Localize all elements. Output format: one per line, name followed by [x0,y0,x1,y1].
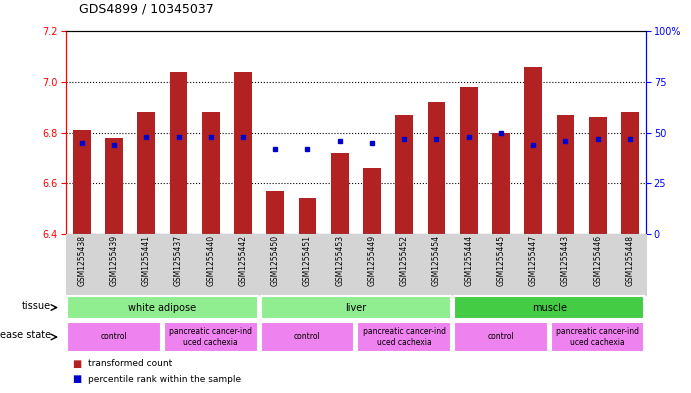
Text: transformed count: transformed count [88,359,172,368]
Bar [234,72,252,234]
Bar [261,296,451,319]
Bar [357,322,451,352]
Text: GSM1255437: GSM1255437 [174,235,183,286]
Text: GSM1255453: GSM1255453 [335,235,344,286]
Text: GSM1255443: GSM1255443 [561,235,570,286]
Text: ■: ■ [73,374,82,384]
Bar [395,115,413,234]
Text: GSM1255445: GSM1255445 [496,235,506,286]
Bar [164,322,258,352]
Text: GSM1255448: GSM1255448 [625,235,634,286]
Text: pancreatic cancer-ind
uced cachexia: pancreatic cancer-ind uced cachexia [363,327,446,347]
Bar [105,138,123,234]
Text: GDS4899 / 10345037: GDS4899 / 10345037 [79,3,214,16]
Text: GSM1255442: GSM1255442 [238,235,247,286]
Bar [460,87,477,234]
Bar [589,118,607,234]
Text: GSM1255449: GSM1255449 [368,235,377,286]
Text: control: control [294,332,321,342]
Text: liver: liver [346,303,366,312]
Text: GSM1255451: GSM1255451 [303,235,312,286]
Text: GSM1255447: GSM1255447 [529,235,538,286]
Text: control: control [101,332,127,342]
Text: tissue: tissue [22,301,51,311]
Text: GSM1255439: GSM1255439 [109,235,119,286]
Text: GSM1255440: GSM1255440 [206,235,216,286]
Text: GSM1255438: GSM1255438 [77,235,86,286]
Text: disease state: disease state [0,331,51,340]
Bar [621,112,638,234]
Bar [551,322,645,352]
Text: percentile rank within the sample: percentile rank within the sample [88,375,241,384]
Bar [524,67,542,234]
Text: control: control [488,332,514,342]
Text: ■: ■ [73,358,82,369]
Bar [331,153,348,234]
Bar [556,115,574,234]
Bar [138,112,155,234]
Text: GSM1255452: GSM1255452 [399,235,409,286]
Bar [73,130,91,234]
Bar [428,102,445,234]
Text: GSM1255444: GSM1255444 [464,235,473,286]
Text: GSM1255454: GSM1255454 [432,235,441,286]
Text: muscle: muscle [532,303,567,312]
Bar [169,72,187,234]
Bar [202,112,220,234]
Bar [454,296,645,319]
Text: GSM1255441: GSM1255441 [142,235,151,286]
Bar [454,322,548,352]
Bar [363,168,381,234]
Bar [67,296,258,319]
Bar [261,322,354,352]
Bar [266,191,284,234]
Bar [299,198,316,234]
Text: white adipose: white adipose [129,303,196,312]
Text: GSM1255450: GSM1255450 [271,235,280,286]
Bar [67,322,161,352]
Text: GSM1255446: GSM1255446 [593,235,603,286]
Text: pancreatic cancer-ind
uced cachexia: pancreatic cancer-ind uced cachexia [556,327,639,347]
Bar [492,133,510,234]
Text: pancreatic cancer-ind
uced cachexia: pancreatic cancer-ind uced cachexia [169,327,252,347]
